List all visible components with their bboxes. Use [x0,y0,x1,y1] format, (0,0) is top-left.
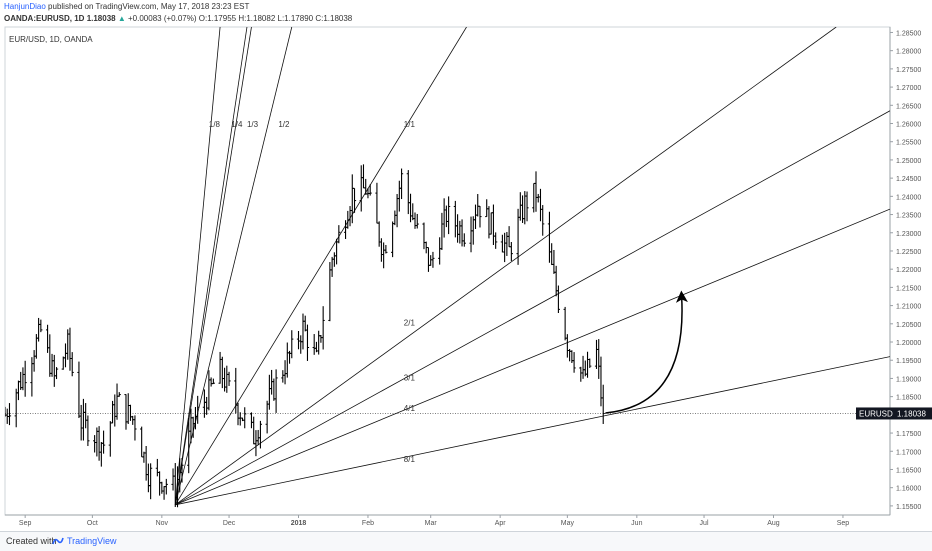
time-tick-label: Jun [631,520,642,527]
plot-frame [4,26,891,516]
price-tick-label: 1.24500 [896,176,921,183]
high-label: H: [238,14,247,23]
time-tick-label: Jul [700,520,709,527]
time-axis[interactable]: Sep Oct Nov Dec 2018 Feb Mar Apr May Jun Jul Aug Sep [19,515,849,527]
last-price-value: 1.18038 [897,409,926,418]
fan-label-4-1: 4/1 [404,404,416,413]
fan-line-1-4 [174,27,248,505]
time-tick-label: Sep [837,520,850,527]
fan-label-1-8: 1/8 [209,120,221,129]
price-tick-label: 1.26500 [896,103,921,110]
publish-info: HanjunDiao published on TradingView.com,… [4,2,249,11]
price-tick-label: 1.22500 [896,249,921,256]
fan-line-1-3 [174,27,252,505]
price-axis[interactable]: 1.28500 1.28000 1.27500 1.27000 1.26500 1.260… [890,30,921,511]
fan-line-1-2 [174,27,293,505]
price-tick-label: 1.23500 [896,213,921,220]
last-price-tag: EURUSD 1.18038 [856,407,932,420]
price-tick-label: 1.21500 [896,285,921,292]
price-tick-label: 1.17500 [896,431,921,438]
fan-line-4-1 [175,208,890,506]
price-tick-label: 1.23000 [896,231,921,238]
high-value: 1.18082 [246,14,276,23]
low-label: L: [277,14,285,23]
time-tick-label: Feb [362,520,374,527]
tradingview-logo-icon [52,537,64,545]
price-tick-label: 1.25500 [896,140,921,147]
price-tick-label: 1.19000 [896,376,921,383]
fan-label-1-4: 1/4 [231,120,243,129]
price-tick-label: 1.28500 [896,30,921,37]
gann-fan-labels: 1/8 1/4 1/3 1/2 1/1 2/1 3/1 4/1 8/1 [209,120,416,464]
published-text: published on TradingView.com, May 17, 20… [48,2,250,11]
last-price: 1.18038 [86,14,116,23]
time-tick-label: Nov [156,520,169,527]
author-link[interactable]: HanjunDiao [4,2,46,11]
price-tick-label: 1.25000 [896,158,921,165]
ohlc-readout: OANDA:EURUSD, 1D 1.18038 ▲ +0.00083 (+0.… [4,14,352,23]
price-tick-label: 1.21000 [896,304,921,311]
price-tick-label: 1.16000 [896,486,921,493]
price-chart[interactable]: EUR/USD, 1D, OANDA 1.28500 1.28000 1.27500… [0,0,932,531]
time-tick-label: May [561,520,575,527]
created-with-text: Created with [6,536,57,546]
open-value: 1.17955 [207,14,237,23]
fan-line-2-1 [175,27,837,506]
chart-title: EUR/USD, 1D, OANDA [9,35,93,44]
open-label: O: [198,14,208,23]
last-price-symbol: EURUSD [859,409,893,418]
price-tick-label: 1.28000 [896,49,921,56]
time-tick-label: Sep [19,520,32,527]
time-tick-label: Dec [223,520,236,527]
projection-arrow[interactable] [605,290,688,414]
fan-label-1-2: 1/2 [278,120,290,129]
fan-line-1-1 [174,27,467,506]
price-tick-label: 1.17000 [896,449,921,456]
change-value: +0.00083 (+0.07%) [128,14,197,23]
up-arrow-icon: ▲ [117,14,126,23]
tradingview-brand-link[interactable]: TradingView [67,536,117,546]
fan-line-3-1 [175,110,890,506]
price-tick-label: 1.15500 [896,504,921,511]
low-value: 1.17890 [284,14,314,23]
last-price-tag-box [856,407,932,420]
footer-bar: Created with TradingView [0,531,932,551]
fan-label-1-3: 1/3 [247,120,259,129]
price-tick-label: 1.27000 [896,85,921,92]
projection-curve-arrow [605,290,688,414]
price-tick-label: 1.16500 [896,467,921,474]
fan-label-8-1: 8/1 [404,455,416,464]
price-tick-label: 1.20500 [896,322,921,329]
price-tick-label: 1.19500 [896,358,921,365]
gann-fan[interactable] [174,27,890,506]
time-tick-label: Mar [425,520,438,527]
close-label: C: [315,14,324,23]
fan-line-1-8 [174,27,221,505]
symbol-label: OANDA:EURUSD, 1D [4,14,85,23]
time-tick-label: 2018 [291,520,307,527]
price-tick-label: 1.22000 [896,267,921,274]
fan-label-1-1: 1/1 [404,120,416,129]
time-tick-label: Aug [767,520,780,527]
price-tick-label: 1.18500 [896,395,921,402]
price-tick-label: 1.26000 [896,122,921,129]
fan-line-8-1 [175,356,890,506]
fan-label-3-1: 3/1 [404,373,416,382]
close-value: 1.18038 [323,14,353,23]
price-tick-label: 1.24000 [896,194,921,201]
ohlc-bars [5,164,605,508]
fan-label-2-1: 2/1 [404,319,416,328]
time-tick-label: Apr [495,520,507,527]
price-tick-label: 1.20000 [896,340,921,347]
time-tick-label: Oct [87,520,98,527]
price-tick-label: 1.27500 [896,67,921,74]
